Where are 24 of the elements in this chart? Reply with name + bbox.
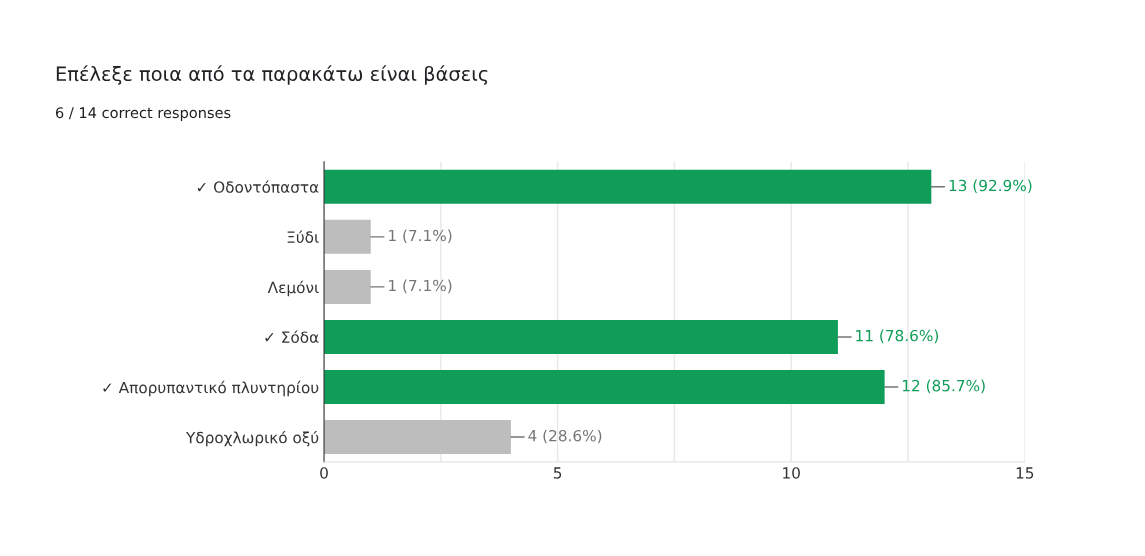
bar (324, 420, 511, 455)
x-tick-label: 15 (1016, 467, 1034, 479)
x-tick-label: 5 (553, 467, 562, 479)
y-tick-label: Ξύδι (287, 230, 319, 243)
bar (324, 269, 371, 304)
data-label: 11 (78.6%) (856, 329, 939, 344)
y-tick-label: Λεμόνι (267, 280, 319, 297)
data-label: 4 (28.6%) (528, 429, 602, 444)
data-label: 1 (7.1%) (389, 279, 452, 294)
data-label: 12 (85.7%) (902, 379, 985, 394)
data-label: 13 (92.9%) (949, 179, 1032, 194)
y-tick-label: ✓ Οδοντόπαστα (197, 180, 319, 193)
text: 6 / 14 correct responses (55, 107, 231, 122)
x-tick-label: 10 (783, 467, 800, 479)
chart-title: Επέλεξε ποια από τα παρακάτω είναι βάσεις (56, 65, 488, 85)
y-tick-label: ✓ Σόδα (265, 330, 319, 343)
x-tick-label: 0 (320, 467, 328, 479)
y-tick-label: Υδροχλωρικό οξύ (185, 430, 319, 447)
bar (324, 219, 371, 254)
y-tick-label: ✓ Απορυπαντικό πλυντηρίου (103, 380, 319, 397)
data-label: 1 (7.1%) (389, 229, 452, 244)
bar (324, 369, 885, 404)
bar (324, 169, 932, 204)
bar (324, 319, 838, 354)
